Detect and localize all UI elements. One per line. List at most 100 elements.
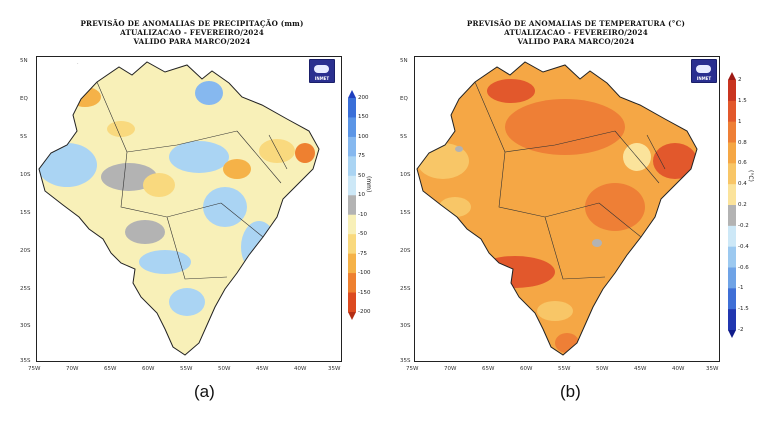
colorbar-segment — [348, 175, 356, 196]
colorbar-tick-label: -0.2 — [738, 222, 749, 229]
temperature-colorbar — [728, 72, 736, 338]
inmet-logo: INMET — [691, 59, 717, 83]
colorbar-top-arrow — [348, 90, 356, 98]
temperature-anomaly-panel: PREVISÃO DE ANOMALIAS DE TEMPERATURA (°C… — [384, 0, 768, 425]
temperature-unit-label: (°C) — [747, 170, 754, 182]
panel-a-valid-line: VALIDO PARA MARCO/2024 — [133, 37, 251, 46]
lat-label: 35S — [400, 358, 411, 364]
colorbar-tick-label: 200 — [358, 95, 369, 101]
caption-b: (b) — [560, 382, 581, 401]
colorbar-tick-label: 1.5 — [738, 97, 747, 104]
lat-label: 20S — [20, 248, 31, 254]
colorbar-tick-label: 75 — [358, 153, 365, 160]
colorbar-bottom-arrow — [348, 312, 356, 320]
colorbar-segment — [728, 267, 736, 289]
lon-label: 35W — [706, 366, 719, 372]
colorbar-tick-label: 100 — [358, 133, 369, 140]
logo-text: INMET — [314, 76, 330, 81]
lat-label: 30S — [20, 323, 31, 329]
lat-label: 20S — [400, 248, 411, 254]
precipitation-colorbar — [348, 90, 356, 320]
colorbar-segment — [728, 205, 736, 227]
colorbar-tick-label: -200 — [358, 309, 371, 315]
lon-label: 45W — [256, 366, 269, 372]
lat-label: 10S — [400, 172, 411, 178]
colorbar-segment — [348, 136, 356, 157]
colorbar-tick-label: -50 — [358, 231, 367, 238]
panel-a-title: PREVISÃO DE ANOMALIAS DE PRECIPITAÇÃO (m… — [80, 19, 304, 28]
lon-label: 75W — [28, 366, 41, 372]
colorbar-tick-label: -100 — [358, 270, 371, 277]
panel-b-valid-line: VALIDO PARA MARCO/2024 — [517, 37, 635, 46]
panel-b-title: PREVISÃO DE ANOMALIAS DE TEMPERATURA (°C… — [466, 19, 686, 28]
colorbar-segment — [728, 309, 736, 331]
colorbar-segment — [728, 246, 736, 268]
lon-label: 40W — [294, 366, 307, 372]
colorbar-tick-label: -10 — [358, 211, 367, 218]
lat-label: 10S — [20, 172, 31, 178]
colorbar-tick-label: -1.5 — [738, 306, 749, 313]
lon-label: 75W — [406, 366, 419, 372]
inmet-logo: INMET — [309, 59, 335, 83]
colorbar-segment — [348, 156, 356, 177]
colorbar-segment — [728, 288, 736, 310]
precipitation-anomaly-panel: PREVISÃO DE ANOMALIAS DE PRECIPITAÇÃO (m… — [20, 19, 372, 401]
colorbar-tick-label: 10 — [358, 192, 365, 199]
lat-label: 25S — [400, 286, 411, 292]
colorbar-tick-label: -150 — [358, 289, 371, 296]
panel-b-update-line: ATUALIZACAO - FEVEREIRO/2024 — [504, 28, 648, 37]
lat-label: 25S — [20, 286, 31, 292]
lon-label: 60W — [520, 366, 533, 372]
colorbar-tick-label: 0.6 — [738, 160, 747, 167]
colorbar-tick-label: 1 — [738, 118, 742, 125]
lon-label: 45W — [634, 366, 647, 372]
lat-label: EQ — [20, 96, 28, 102]
colorbar-segment — [728, 121, 736, 143]
lat-label: 15S — [20, 210, 31, 216]
lon-label: 50W — [596, 366, 609, 372]
lon-label: 35W — [328, 366, 341, 372]
panel-a-update-line: ATUALIZACAO - FEVEREIRO/2024 — [120, 28, 264, 37]
lon-label: 70W — [444, 366, 457, 372]
svg-text:·: · — [77, 61, 79, 67]
colorbar-segment — [728, 163, 736, 185]
lat-label: EQ — [400, 96, 408, 102]
colorbar-segment — [348, 214, 356, 235]
colorbar-segment — [348, 195, 356, 216]
colorbar-tick-label: -0.6 — [738, 264, 749, 271]
lon-label: 65W — [104, 366, 117, 372]
colorbar-segment — [728, 225, 736, 248]
colorbar-tick-label: 150 — [358, 114, 369, 121]
lon-label: 50W — [218, 366, 231, 372]
colorbar-segment — [348, 117, 356, 138]
caption-a: (a) — [194, 382, 215, 401]
colorbar-segment — [728, 100, 736, 123]
lat-label: 5S — [400, 134, 407, 140]
lon-label: 40W — [672, 366, 685, 372]
colorbar-segment — [348, 292, 356, 313]
colorbar-tick-label: 50 — [358, 172, 365, 179]
precipitation-anomaly-map: · INMET — [36, 56, 342, 362]
lat-label: 5N — [400, 58, 408, 64]
precipitation-map-svg: · — [37, 57, 341, 361]
colorbar-segment — [728, 184, 736, 206]
lon-label: 70W — [66, 366, 79, 372]
colorbar-segment — [728, 80, 736, 102]
colorbar-segment — [348, 98, 356, 118]
lat-label: 5N — [20, 58, 28, 64]
cloud-icon — [314, 65, 329, 73]
colorbar-segment — [348, 273, 356, 294]
colorbar-tick-label: 0.8 — [738, 139, 747, 146]
precipitation-unit-label: (mm) — [365, 176, 372, 193]
colorbar-bottom-arrow — [728, 330, 736, 338]
colorbar-tick-label: 0.2 — [738, 202, 747, 208]
temperature-map-svg — [415, 57, 719, 361]
temperature-anomaly-map: INMET — [414, 56, 720, 362]
lat-label: 35S — [20, 358, 31, 364]
colorbar-segment — [728, 142, 736, 164]
lat-label: 30S — [400, 323, 411, 329]
colorbar-top-arrow — [728, 72, 736, 80]
colorbar-segment — [348, 253, 356, 274]
colorbar-tick-label: 0.4 — [738, 181, 747, 188]
lat-label: 15S — [400, 210, 411, 216]
